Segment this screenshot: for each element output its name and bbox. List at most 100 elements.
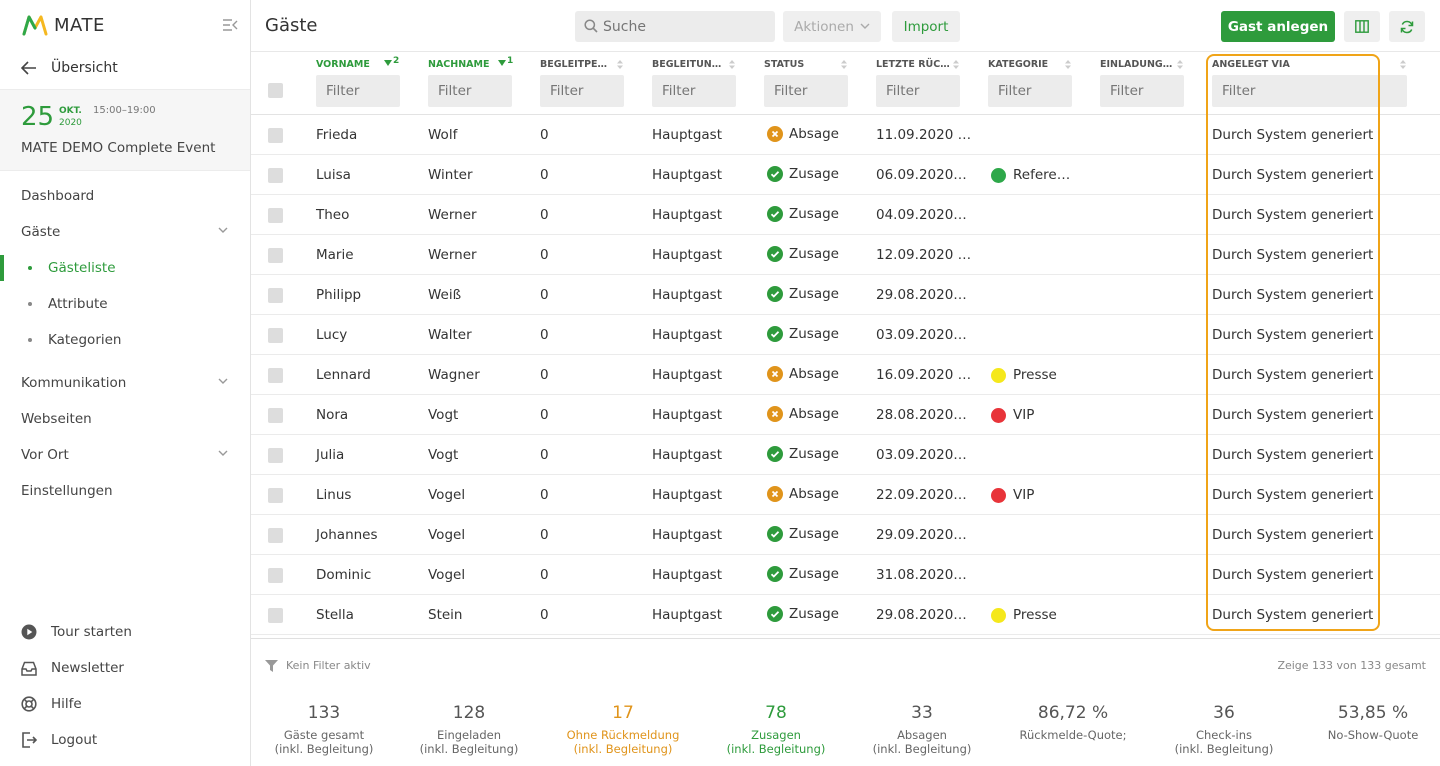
category-label: Presse [1013, 367, 1057, 383]
collapse-sidebar-icon[interactable] [222, 18, 238, 32]
tour-start-link[interactable]: Tour starten [21, 616, 241, 648]
row-checkbox[interactable] [268, 288, 283, 303]
row-checkbox[interactable] [268, 168, 283, 183]
filter-created-via[interactable] [1212, 75, 1407, 107]
row-checkbox[interactable] [268, 408, 283, 423]
filter-companion-type[interactable] [652, 75, 736, 107]
nav-attributes[interactable]: Attribute [0, 286, 250, 322]
table-row[interactable]: Marie Werner 0 Hauptgast 12.09.2020 … Durch S… [251, 235, 1440, 275]
cell-last-response: 11.09.2020 … [876, 127, 972, 143]
sort-icon[interactable] [841, 60, 847, 69]
column-header-first-name[interactable]: VORNAME [316, 59, 370, 70]
row-checkbox[interactable] [268, 128, 283, 143]
stat-label-line2: (inkl. Begleitung) [573, 742, 673, 756]
table-row[interactable]: Frieda Wolf 0 Hauptgast 11.09.2020 … Durch Sy… [251, 115, 1440, 155]
nav-settings[interactable]: Einstellungen [0, 473, 250, 509]
row-checkbox[interactable] [268, 528, 283, 543]
row-checkbox[interactable] [268, 488, 283, 503]
table-row[interactable]: Julia Vogt 0 Hauptgast 03.09.2020… Durch Syst… [251, 435, 1440, 475]
nav-label: Dashboard [21, 188, 95, 204]
filter-last-name[interactable] [428, 75, 512, 107]
table-row[interactable]: Lucy Walter 0 Hauptgast 03.09.2020… Durch Sys… [251, 315, 1440, 355]
cell-companions: 0 [540, 407, 549, 423]
table-row[interactable]: Philipp Weiß 0 Hauptgast 29.08.2020… Durch Sy… [251, 275, 1440, 315]
stat-value: 133 [307, 703, 341, 723]
table-row[interactable]: Johannes Vogel 0 Hauptgast 29.09.2020… Durch … [251, 515, 1440, 555]
column-header-created-via[interactable]: ANGELEGT VIA [1212, 59, 1290, 70]
nav-label: Gäste [21, 224, 61, 240]
column-header-category[interactable]: KATEGORIE [988, 59, 1049, 70]
stat-label-line2: (inkl. Begleitung) [872, 742, 972, 756]
column-header-last-name[interactable]: NACHNAME [428, 59, 490, 70]
column-header-companion-type[interactable]: BEGLEITUN… [652, 59, 722, 70]
sort-icon[interactable] [729, 60, 735, 69]
stat-label: Gäste gesamt (inkl. Begleitung) [249, 728, 399, 756]
status-label: Zusage [789, 566, 839, 582]
row-checkbox[interactable] [268, 448, 283, 463]
nav-label: Gästeliste [48, 260, 116, 276]
row-checkbox[interactable] [268, 608, 283, 623]
bullet [28, 338, 32, 342]
filter-status[interactable] [764, 75, 848, 107]
sort-icon[interactable] [617, 60, 623, 69]
table-row[interactable]: Stella Stein 0 Hauptgast 29.08.2020… Durch Sy… [251, 595, 1440, 635]
columns-button[interactable] [1344, 11, 1380, 42]
row-checkbox[interactable] [268, 328, 283, 343]
table-row[interactable]: Lennard Wagner 0 Hauptgast 16.09.2020 … Durch… [251, 355, 1440, 395]
logout-link[interactable]: Logout [21, 724, 241, 756]
cell-first-name: Linus [316, 487, 352, 503]
sort-icon[interactable] [953, 60, 959, 69]
nav-categories[interactable]: Kategorien [0, 322, 250, 358]
import-button[interactable]: Import [892, 11, 960, 42]
add-guest-button[interactable]: Gast anlegen [1221, 11, 1335, 42]
cell-created-via: Durch System generiert [1212, 407, 1374, 423]
search-input[interactable] [575, 11, 775, 42]
table-row[interactable]: Linus Vogel 0 Hauptgast 22.09.2020… Durch Sys… [251, 475, 1440, 515]
sort-icon[interactable] [1400, 60, 1406, 69]
filter-category[interactable] [988, 75, 1072, 107]
sort-index: 2 [393, 56, 400, 66]
sort-icon[interactable] [1065, 60, 1071, 69]
nav-communication[interactable]: Kommunikation [0, 365, 250, 401]
nav-guests[interactable]: Gäste [0, 214, 250, 250]
column-header-companions[interactable]: BEGLEITPE… [540, 59, 608, 70]
status-label: Absage [789, 486, 839, 502]
nav-dashboard[interactable]: Dashboard [0, 178, 250, 214]
table-row[interactable]: Nora Vogt 0 Hauptgast 28.08.2020… Durch Syste… [251, 395, 1440, 435]
actions-dropdown-button[interactable]: Aktionen [783, 11, 881, 42]
table-row[interactable]: Theo Werner 0 Hauptgast 04.09.2020… Durch Sys… [251, 195, 1440, 235]
filter-invitation[interactable] [1100, 75, 1184, 107]
category-label: Presse [1013, 607, 1057, 623]
cell-first-name: Julia [316, 447, 345, 463]
back-to-overview-link[interactable]: Übersicht [21, 60, 118, 76]
row-checkbox[interactable] [268, 248, 283, 263]
filter-companions[interactable] [540, 75, 624, 107]
cell-created-via: Durch System generiert [1212, 447, 1374, 463]
select-all-checkbox[interactable] [268, 83, 283, 98]
filter-last-response[interactable] [876, 75, 960, 107]
sort-desc-icon[interactable] [498, 60, 506, 66]
nav-on-site[interactable]: Vor Ort [0, 437, 250, 473]
nav-guest-list[interactable]: Gästeliste [0, 250, 250, 286]
table-row[interactable]: Dominic Vogel 0 Hauptgast 31.08.2020… Durch S… [251, 555, 1440, 595]
table-row[interactable]: Luisa Winter 0 Hauptgast 06.09.2020… Durch Sy… [251, 155, 1440, 195]
sort-desc-icon[interactable] [384, 60, 392, 66]
row-checkbox[interactable] [268, 368, 283, 383]
cell-created-via: Durch System generiert [1212, 327, 1374, 343]
row-checkbox[interactable] [268, 568, 283, 583]
column-header-status[interactable]: STATUS [764, 59, 805, 70]
column-header-invitation[interactable]: EINLADUNG… [1100, 59, 1173, 70]
cell-status: Zusage [767, 526, 839, 542]
help-link[interactable]: Hilfe [21, 688, 241, 720]
column-header-last-response[interactable]: LETZTE RÜC… [876, 59, 950, 70]
cell-created-via: Durch System generiert [1212, 127, 1374, 143]
logo[interactable]: MATE [22, 14, 105, 36]
nav-websites[interactable]: Webseiten [0, 401, 250, 437]
newsletter-link[interactable]: Newsletter [21, 652, 241, 684]
row-checkbox[interactable] [268, 208, 283, 223]
page-title: Gäste [265, 15, 318, 36]
filter-first-name[interactable] [316, 75, 400, 107]
sort-icon[interactable] [1177, 60, 1183, 69]
refresh-button[interactable] [1389, 11, 1425, 42]
stat-label-line1: Ohne Rückmeldung [566, 728, 680, 742]
